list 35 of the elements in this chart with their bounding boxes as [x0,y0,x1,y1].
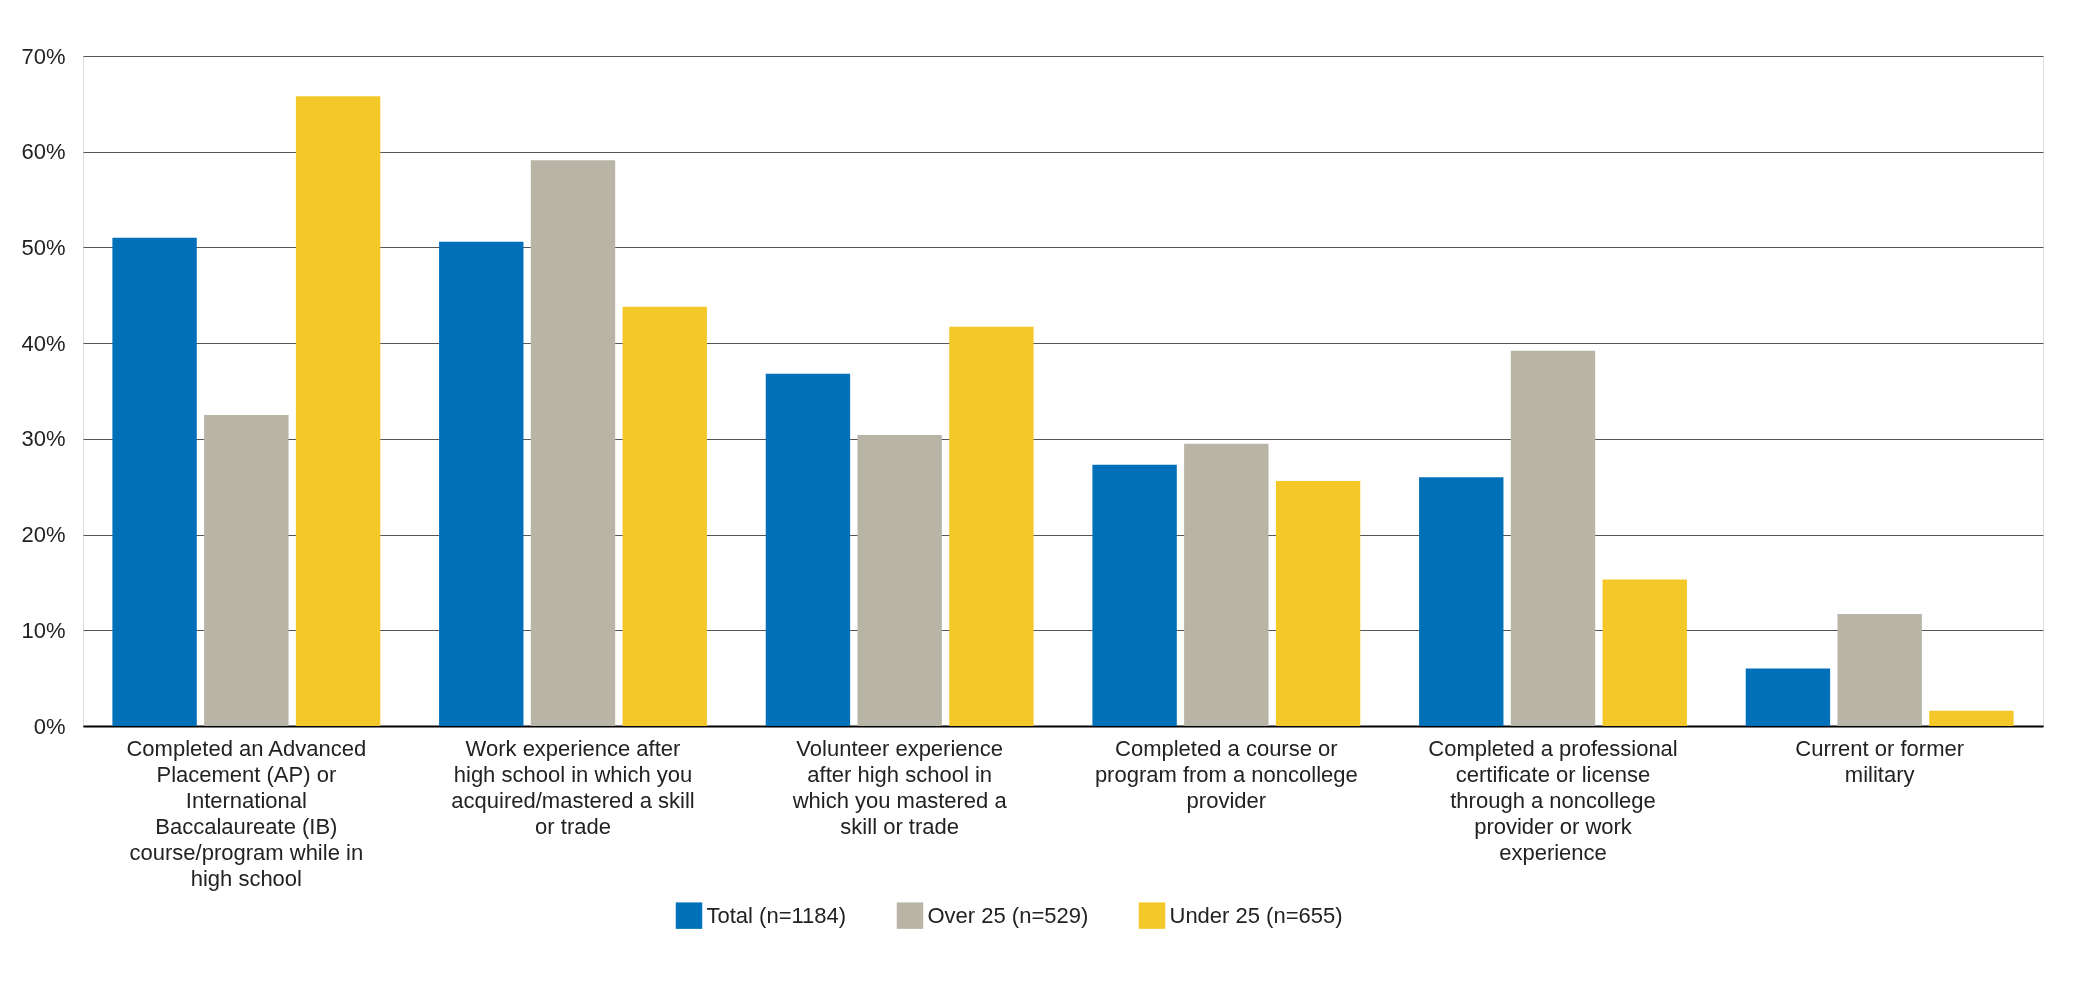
bar [765,373,851,726]
bar [857,435,942,726]
y-tick-label: 50% [21,234,66,260]
y-tick-label: 0% [33,713,66,739]
bar [1184,443,1269,726]
legend-label: Under 25 (n=655) [1169,902,1343,928]
y-tick-label: 20% [21,522,66,548]
y-tick-label: 60% [21,139,66,165]
bar [1745,668,1831,726]
bar [1275,480,1361,726]
x-tick-label: Completed a course or program from a noncollege provider [1094,735,1358,813]
y-tick-label: 40% [21,330,66,356]
bar [1419,477,1504,726]
bar [1092,464,1177,726]
x-tick-label: Completed an Advanced Placement (AP) or International Baccalaureate (IB) course/program while in high school [126,735,367,891]
x-tick-label: Completed a professional certificate or license through a noncollege provider or work experience [1428,735,1678,865]
bar [112,237,197,726]
legend-label: Over 25 (n=529) [927,902,1089,928]
bar [1510,350,1596,726]
bar [1929,710,2014,726]
y-tick-label: 30% [21,426,66,452]
y-tick-label: 70% [21,43,66,69]
x-tick-label: Volunteer experience after high school in which you mastered a skill or trade [791,735,1008,839]
legend-label: Total (n=1184) [706,902,847,928]
x-tick-label: Work experience after high school in which you acquired/mastered a skill or trade [451,735,695,839]
bar [1837,614,1922,726]
bar [204,414,289,726]
bar [295,96,381,726]
bar [530,160,616,726]
bar [949,326,1034,726]
bar [622,306,707,726]
x-tick-label: Current or former military [1795,735,1965,787]
y-tick-label: 10% [21,617,66,643]
bar [1602,579,1687,726]
bar [439,241,524,726]
